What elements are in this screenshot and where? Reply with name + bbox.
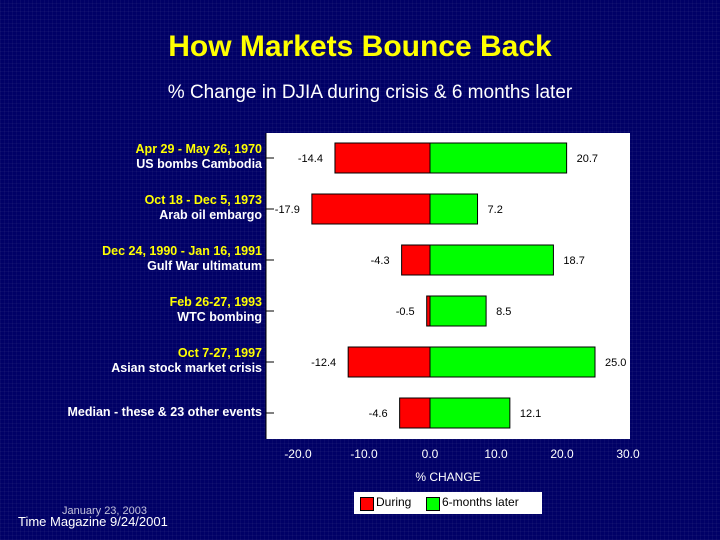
x-tick-label: 30.0: [616, 447, 640, 461]
event-description: Median - these & 23 other events: [67, 405, 262, 419]
x-tick-label: 0.0: [422, 447, 439, 461]
data-label-during: -0.5: [396, 306, 415, 318]
event-description: Asian stock market crisis: [111, 361, 262, 375]
event-description: WTC bombing: [177, 310, 262, 324]
data-label-during: -17.9: [275, 204, 300, 216]
bar-after: [429, 244, 554, 276]
bar-during: [347, 346, 431, 378]
bar-after: [429, 397, 511, 429]
bar-during: [311, 193, 431, 225]
event-label: Oct 18 - Dec 5, 1973 Arab oil embargo: [12, 193, 262, 223]
x-tick-label: -10.0: [350, 447, 378, 461]
legend-swatch-after: [426, 497, 440, 511]
x-tick-label: 20.0: [550, 447, 574, 461]
x-tick-label: 10.0: [484, 447, 508, 461]
x-axis-label: % CHANGE: [415, 470, 481, 484]
slide-title: How Markets Bounce Back: [168, 30, 552, 63]
event-label: Dec 24, 1990 - Jan 16, 1991 Gulf War ulti…: [12, 244, 262, 274]
data-label-after: 8.5: [496, 306, 511, 318]
event-description: Gulf War ultimatum: [147, 259, 262, 273]
data-label-after: 7.2: [488, 204, 503, 216]
event-date: Dec 24, 1990 - Jan 16, 1991: [102, 244, 262, 258]
data-label-during: -4.6: [369, 408, 388, 420]
event-description: US bombs Cambodia: [136, 157, 262, 171]
data-label-after: 20.7: [577, 153, 598, 165]
event-label: Apr 29 - May 26, 1970 US bombs Cambodia: [12, 142, 262, 172]
bar-during: [399, 397, 431, 429]
legend-label-after: 6-months later: [442, 495, 519, 509]
event-label: Feb 26-27, 1993 WTC bombing: [12, 295, 262, 325]
event-date: Oct 18 - Dec 5, 1973: [144, 193, 262, 207]
bar-during: [334, 142, 431, 174]
x-tick-label: -20.0: [284, 447, 312, 461]
credit-date: January 23, 2003: [62, 505, 148, 517]
legend-label-during: During: [376, 495, 412, 509]
credit-source: Time Magazine 9/24/2001: [18, 514, 168, 529]
data-label-during: -4.3: [371, 255, 390, 267]
data-label-during: -12.4: [311, 357, 336, 369]
bar-after: [429, 295, 487, 327]
event-label: Median - these & 23 other events: [12, 405, 262, 420]
data-label-after: 25.0: [605, 357, 626, 369]
data-label-after: 12.1: [520, 408, 541, 420]
event-date: Apr 29 - May 26, 1970: [135, 142, 262, 156]
event-description: Arab oil embargo: [159, 208, 262, 222]
bar-during: [401, 244, 431, 276]
event-date: Oct 7-27, 1997: [177, 346, 262, 360]
bar-after: [429, 193, 479, 225]
legend-swatch-during: [360, 497, 374, 511]
data-label-during: -14.4: [298, 153, 323, 165]
bar-after: [429, 142, 568, 174]
plot-area: [266, 133, 630, 439]
bar-after: [429, 346, 596, 378]
slide-subtitle: % Change in DJIA during crisis & 6 month…: [167, 82, 573, 103]
legend: During 6-months later: [354, 492, 542, 514]
event-date: Feb 26-27, 1993: [169, 295, 262, 309]
data-label-after: 18.7: [563, 255, 584, 267]
event-label: Oct 7-27, 1997 Asian stock market crisis: [12, 346, 262, 376]
